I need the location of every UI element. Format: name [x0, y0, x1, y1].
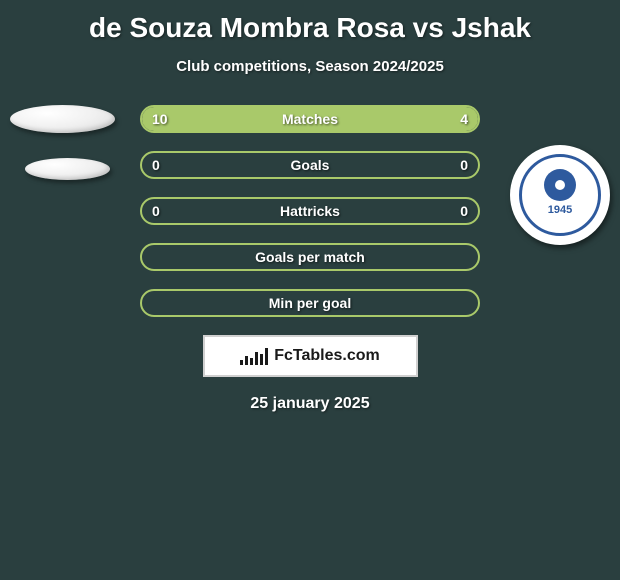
stat-bars: 10 Matches 4 0 Goals 0 0 Hattricks 0 Goa… — [140, 105, 480, 317]
snapshot-date: 25 january 2025 — [0, 395, 620, 413]
stat-label: Matches — [142, 111, 478, 127]
ellipse-icon — [10, 105, 115, 133]
stat-right-value: 0 — [460, 203, 468, 219]
stat-label: Goals — [142, 157, 478, 173]
stat-right-value: 4 — [460, 111, 468, 127]
stat-row: 10 Matches 4 — [140, 105, 480, 133]
comparison-chart: 1945 10 Matches 4 0 Goals 0 0 Hattricks … — [0, 105, 620, 413]
site-name: FcTables.com — [274, 347, 380, 365]
stat-row: 0 Hattricks 0 — [140, 197, 480, 225]
stat-row: Goals per match — [140, 243, 480, 271]
team-right-badge: 1945 — [510, 145, 610, 245]
page-subtitle: Club competitions, Season 2024/2025 — [0, 58, 620, 75]
stat-label: Goals per match — [142, 249, 478, 265]
club-year: 1945 — [548, 204, 572, 216]
stat-right-value: 0 — [460, 157, 468, 173]
page-title: de Souza Mombra Rosa vs Jshak — [0, 0, 620, 44]
stat-row: Min per goal — [140, 289, 480, 317]
ellipse-icon — [25, 158, 110, 180]
stat-label: Hattricks — [142, 203, 478, 219]
site-attribution: FcTables.com — [203, 335, 418, 377]
team-left-badge — [10, 105, 115, 180]
bars-icon — [240, 347, 268, 365]
stat-row: 0 Goals 0 — [140, 151, 480, 179]
ball-icon — [544, 169, 576, 201]
stat-label: Min per goal — [142, 295, 478, 311]
club-logo: 1945 — [510, 145, 610, 245]
